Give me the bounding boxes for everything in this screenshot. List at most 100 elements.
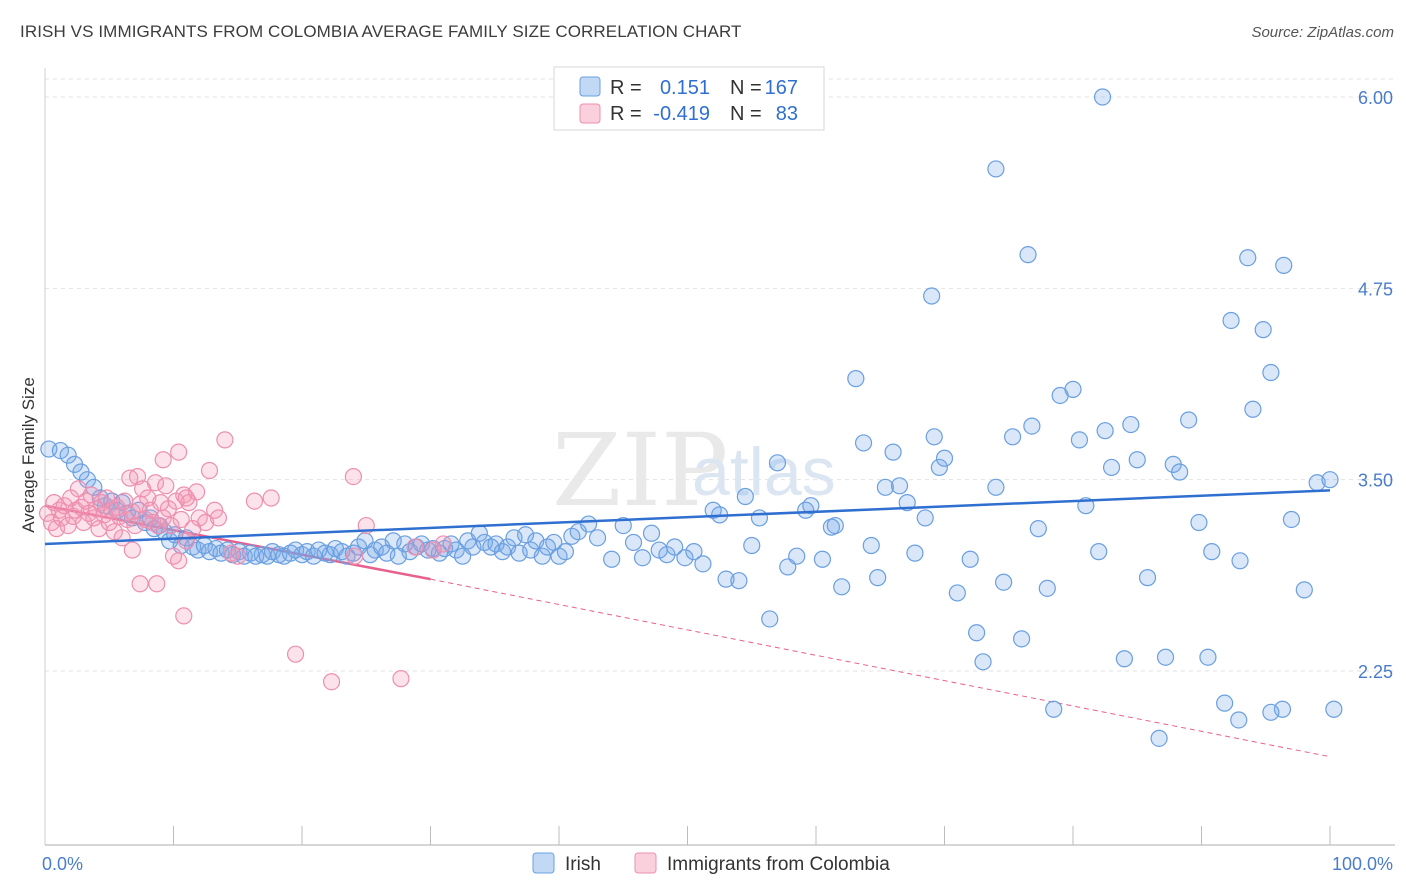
colombia-point-71 [406, 538, 424, 556]
bottom-legend-colombia: Immigrants from Colombia [667, 854, 890, 875]
irish-point-143 [1023, 417, 1041, 435]
irish-point-130 [906, 544, 924, 562]
colombia-trend-line-dashed [430, 578, 1331, 758]
irish-point-177 [987, 160, 1005, 178]
irish-point-121 [833, 578, 851, 596]
irish-point-172 [1282, 510, 1301, 529]
legend-n-value-irish: 167 [765, 77, 798, 99]
irish-point-96 [624, 533, 643, 552]
irish-point-183 [1230, 711, 1248, 729]
irish-point-164 [1199, 648, 1217, 666]
irish-trend-line [44, 489, 1331, 546]
colombia-point-61 [216, 431, 234, 449]
colombia-point-51 [172, 510, 190, 529]
irish-point-134 [935, 449, 954, 467]
irish-point-141 [1004, 428, 1022, 446]
irish-point-178 [1019, 246, 1037, 264]
irish-point-151 [1090, 543, 1108, 561]
irish-point-127 [884, 443, 902, 461]
legend: R = 0.151 N = 167 R = -0.419 N = 83 [553, 66, 825, 131]
irish-point-109 [736, 487, 754, 506]
irish-point-146 [1045, 700, 1063, 718]
irish-point-148 [1064, 380, 1082, 398]
y-tick-label-1: 3.50 [1358, 471, 1393, 491]
colombia-point-80 [123, 541, 141, 559]
colombia-point-47 [162, 516, 180, 535]
y-tick-label-0: 2.25 [1358, 662, 1393, 682]
irish-point-115 [788, 547, 806, 565]
irish-point-161 [1171, 463, 1189, 481]
tick-labels: 2.25 3.50 4.75 6.00 0.0% 100.0% [42, 88, 1393, 874]
legend-n-label-irish: N = [730, 77, 762, 99]
colombia-point-48 [164, 547, 183, 565]
irish-point-108 [730, 572, 748, 590]
y-axis-label: Average Family Size [19, 377, 38, 533]
colombia-point-66 [286, 645, 305, 663]
irish-point-125 [869, 569, 887, 587]
legend-n-label-colombia: N = [730, 103, 762, 125]
irish-point-138 [974, 653, 992, 671]
legend-r-value-irish: 0.151 [660, 77, 710, 99]
colombia-point-78 [175, 607, 193, 625]
colombia-point-64 [245, 492, 264, 510]
irish-point-120 [826, 516, 844, 535]
colombia-point-40 [144, 513, 162, 532]
irish-point-116 [797, 501, 815, 519]
irish-point-97 [633, 549, 652, 567]
irish-point-159 [1156, 648, 1175, 666]
legend-r-value-colombia: -0.419 [653, 103, 710, 125]
irish-point-166 [1222, 311, 1240, 330]
irish-point-157 [1138, 569, 1157, 587]
irish-point-113 [768, 454, 787, 472]
irish-point-118 [813, 550, 832, 568]
legend-r-label-colombia: R = [610, 103, 642, 125]
irish-point-136 [961, 550, 979, 568]
watermark-zip: ZIP [552, 412, 728, 529]
irish-point-182 [1203, 543, 1221, 561]
irish-point-98 [642, 524, 661, 542]
legend-r-label-irish: R = [610, 77, 642, 99]
irish-point-135 [948, 584, 966, 602]
bottom-legend-irish: Irish [565, 854, 601, 875]
colombia-point-56 [188, 483, 206, 501]
irish-point-137 [968, 624, 986, 642]
irish-point-93 [588, 529, 607, 547]
colombia-point-58 [197, 513, 215, 532]
irish-point-139 [987, 478, 1005, 496]
irish-point-145 [1038, 579, 1056, 597]
irish-point-85 [533, 547, 551, 565]
irish-point-140 [995, 573, 1013, 591]
colombia-point-82 [209, 509, 228, 527]
irish-point-165 [1216, 694, 1234, 712]
bottom-legend-swatch-irish [532, 852, 555, 874]
y-tick-label-2: 4.75 [1358, 279, 1393, 299]
colombia-point-63 [229, 547, 247, 565]
x-tick-label-1: 100.0% [1332, 854, 1393, 874]
colombia-point-76 [148, 575, 166, 593]
irish-point-184 [1262, 703, 1280, 721]
irish-point-168 [1244, 400, 1262, 418]
irish-point-132 [925, 428, 943, 446]
irish-point-162 [1180, 411, 1198, 429]
irish-point-167 [1231, 552, 1249, 570]
colombia-point-74 [154, 451, 172, 469]
irish-point-133 [930, 458, 948, 477]
irish-point-181 [923, 287, 941, 305]
colombia-point-50 [170, 443, 188, 461]
irish-point-122 [847, 370, 865, 388]
source-label: Source: ZipAtlas.com [1251, 24, 1394, 41]
x-tick-label-0: 0.0% [42, 854, 83, 874]
irish-point-107 [717, 570, 735, 588]
irish-point-163 [1190, 513, 1208, 532]
irish-point-102 [676, 549, 694, 567]
irish-point-103 [685, 543, 703, 561]
irish-point-173 [1295, 581, 1313, 599]
irish-point-124 [862, 536, 880, 555]
colombia-point-65 [262, 489, 280, 507]
colombia-point-33 [126, 516, 144, 535]
irish-point-112 [761, 610, 779, 628]
colombia-point-13 [74, 513, 93, 532]
irish-point-142 [1012, 630, 1031, 648]
irish-point-154 [1115, 650, 1134, 668]
